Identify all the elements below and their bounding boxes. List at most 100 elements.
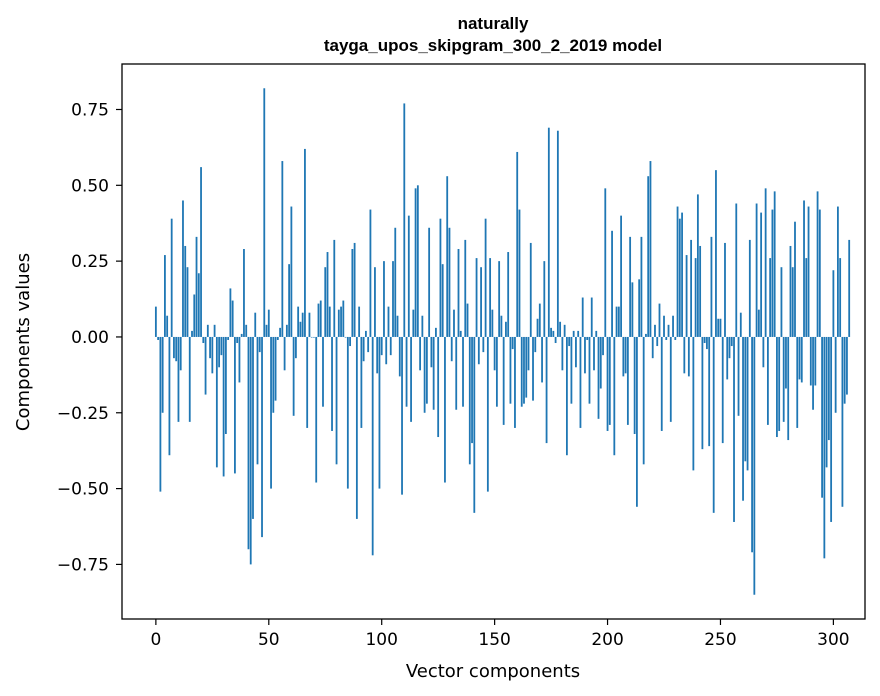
bar: [389, 336, 392, 356]
bar: [175, 336, 178, 362]
bar: [706, 336, 708, 350]
bar: [593, 336, 595, 371]
bar: [757, 309, 760, 337]
bar: [597, 336, 600, 419]
bar: [283, 336, 286, 371]
bar: [599, 336, 602, 389]
bar: [500, 315, 503, 337]
bar: [464, 239, 467, 337]
bar: [836, 206, 839, 337]
bar: [164, 255, 166, 337]
bar: [186, 267, 189, 337]
x-axis: 0 50 100 150 200 250 300: [150, 619, 850, 650]
bar: [222, 336, 225, 477]
bar: [331, 336, 333, 431]
bar: [803, 200, 805, 337]
bar: [310, 336, 313, 338]
bar: [516, 151, 519, 337]
bar: [168, 336, 171, 456]
bar: [556, 130, 559, 337]
bar: [480, 267, 482, 337]
bar: [613, 336, 616, 456]
bar: [215, 336, 218, 468]
bar: [787, 336, 790, 441]
bar: [595, 330, 598, 337]
bar: [733, 336, 735, 522]
bar: [493, 336, 496, 371]
bar: [812, 336, 814, 410]
bar: [550, 327, 552, 337]
bar: [586, 336, 589, 340]
bar: [780, 267, 783, 337]
bar: [590, 297, 593, 337]
bar: [450, 336, 453, 362]
bar: [281, 161, 284, 337]
bar: [466, 303, 469, 337]
bar: [730, 336, 733, 347]
bar: [615, 306, 618, 337]
x-axis-label: Vector components: [406, 661, 580, 682]
bar: [701, 336, 704, 450]
bar: [626, 336, 629, 425]
bar: [337, 309, 340, 337]
bar: [800, 336, 803, 383]
bar: [776, 336, 778, 438]
bar: [322, 336, 324, 407]
bar: [154, 306, 157, 337]
bar-series: [154, 88, 851, 595]
bar: [482, 336, 485, 353]
bar: [304, 148, 306, 337]
bar: [823, 336, 826, 559]
bar: [432, 336, 435, 410]
bar: [340, 306, 342, 337]
bar: [674, 336, 677, 340]
bar: [525, 336, 528, 398]
bar: [288, 264, 291, 337]
bar: [297, 306, 300, 337]
bar: [378, 336, 381, 489]
bar: [581, 297, 584, 337]
bar: [380, 336, 383, 356]
bar: [832, 270, 835, 337]
bar: [568, 336, 571, 347]
bar: [455, 336, 458, 410]
bar: [710, 236, 713, 337]
bar: [414, 188, 417, 337]
bar: [193, 294, 196, 337]
bar: [769, 258, 772, 337]
bar: [265, 324, 268, 337]
bar: [665, 336, 668, 340]
bar: [762, 336, 765, 368]
bar: [798, 336, 801, 380]
bar: [335, 336, 338, 465]
bar: [771, 209, 774, 337]
bar: [159, 336, 162, 492]
bar: [166, 315, 169, 337]
bar: [746, 336, 749, 471]
bar: [712, 336, 715, 513]
bar: [667, 324, 670, 337]
bar: [256, 336, 259, 465]
bar: [728, 336, 731, 359]
bar: [231, 300, 234, 337]
bar: [570, 336, 573, 404]
bar: [816, 191, 819, 337]
bar: [624, 336, 627, 374]
bar: [261, 336, 263, 538]
bar: [505, 321, 507, 337]
bar: [631, 282, 634, 337]
x-tick-label: 150: [478, 630, 510, 650]
bar: [416, 185, 419, 337]
bar: [412, 309, 415, 337]
bar: [263, 88, 266, 337]
bar: [234, 336, 236, 474]
bar: [191, 330, 193, 337]
bar: [764, 188, 767, 337]
bar: [629, 236, 632, 337]
bar: [547, 127, 550, 337]
bar: [211, 336, 214, 374]
bar: [715, 170, 717, 337]
bar: [294, 336, 297, 359]
bar: [622, 336, 625, 377]
bar: [441, 264, 444, 337]
